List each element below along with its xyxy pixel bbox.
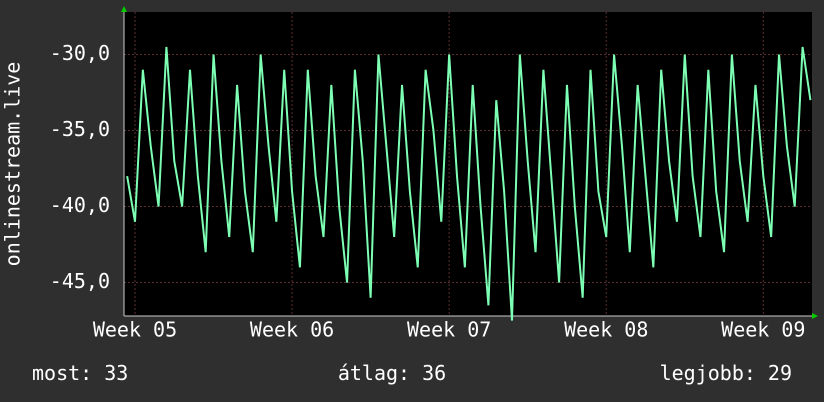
x-tick-label: Week 07	[407, 318, 491, 342]
axis-arrow	[121, 6, 127, 12]
axis-arrow	[812, 313, 818, 319]
plot-area	[124, 12, 812, 316]
stat-label: átlag:	[338, 361, 410, 385]
y-tick-label: -30,0	[50, 41, 110, 65]
stat-value: 29	[768, 361, 792, 385]
y-axis-label: onlinestream.live	[1, 62, 25, 267]
x-tick-label: Week 06	[250, 318, 334, 342]
y-tick-label: -45,0	[50, 269, 110, 293]
stat-label: legjobb:	[660, 361, 756, 385]
x-tick-label: Week 05	[93, 318, 177, 342]
x-tick-label: Week 08	[564, 318, 648, 342]
stat-value: 36	[422, 361, 446, 385]
x-tick-label: Week 09	[721, 318, 805, 342]
stat-label: most:	[32, 361, 92, 385]
stat: átlag: 36	[338, 361, 446, 385]
stat: most: 33	[32, 361, 128, 385]
y-tick-label: -40,0	[50, 193, 110, 217]
stat: legjobb: 29	[660, 361, 792, 385]
y-tick-label: -35,0	[50, 117, 110, 141]
stat-value: 33	[104, 361, 128, 385]
data-line	[126, 46, 812, 321]
